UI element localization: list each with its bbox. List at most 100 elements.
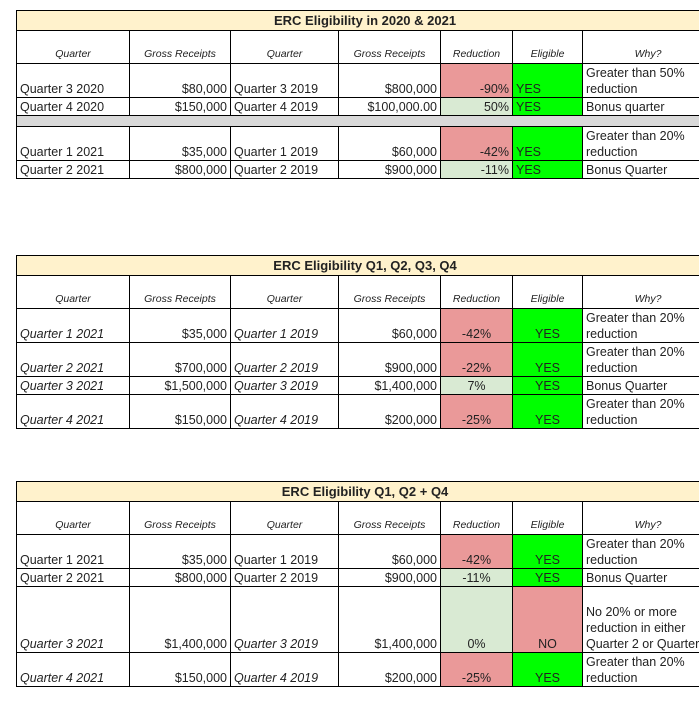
reduction-cell: -25% xyxy=(440,394,513,429)
header-reduction: Reduction xyxy=(440,501,513,535)
gross-receipts-cell: $35,000 xyxy=(129,534,231,569)
prior-quarter-cell: Quarter 1 2019 xyxy=(230,126,339,161)
eligible-cell: YES xyxy=(512,376,583,395)
header-prior-gross-receipts: Gross Receipts xyxy=(338,275,441,309)
prior-quarter-cell: Quarter 2 2019 xyxy=(230,160,339,179)
why-cell: Greater than 50% reduction xyxy=(581,63,699,98)
table-row: Quarter 1 2021 $35,000 Quarter 1 2019 $6… xyxy=(16,126,699,161)
quarter-cell: Quarter 1 2021 xyxy=(16,534,130,569)
prior-gross-receipts-cell: $200,000 xyxy=(338,652,441,687)
why-cell: Greater than 20% reduction xyxy=(581,534,699,569)
prior-gross-receipts-cell: $60,000 xyxy=(338,534,441,569)
gross-receipts-cell: $1,400,000 xyxy=(129,586,231,653)
table-row: Quarter 3 2021 $1,400,000 Quarter 3 2019… xyxy=(16,586,699,653)
erc-table-q1-q2-q3-q4: ERC Eligibility Q1, Q2, Q3, Q4 Quarter G… xyxy=(15,255,699,429)
reduction-cell: -11% xyxy=(440,568,513,587)
header-reduction: Reduction xyxy=(440,275,513,309)
header-prior-quarter: Quarter xyxy=(230,30,339,64)
gross-receipts-cell: $35,000 xyxy=(129,126,231,161)
quarter-cell: Quarter 3 2021 xyxy=(16,586,130,653)
eligible-cell: YES xyxy=(512,342,583,377)
header-reduction: Reduction xyxy=(440,30,513,64)
prior-gross-receipts-cell: $100,000.00 xyxy=(338,97,441,116)
erc-table-q1-q2-q4: ERC Eligibility Q1, Q2 + Q4 Quarter Gros… xyxy=(15,481,699,687)
prior-gross-receipts-cell: $1,400,000 xyxy=(338,376,441,395)
header-gross-receipts: Gross Receipts xyxy=(129,30,231,64)
gross-receipts-cell: $1,500,000 xyxy=(129,376,231,395)
reduction-cell: -25% xyxy=(440,652,513,687)
header-prior-gross-receipts: Gross Receipts xyxy=(338,30,441,64)
gross-receipts-cell: $700,000 xyxy=(129,342,231,377)
header-why: Why? xyxy=(581,501,699,535)
eligible-cell: YES xyxy=(512,160,583,179)
reduction-cell: -90% xyxy=(440,63,513,98)
prior-quarter-cell: Quarter 3 2019 xyxy=(230,63,339,98)
erc-table-2020-2021: ERC Eligibility in 2020 & 2021 Quarter G… xyxy=(15,10,699,179)
header-prior-gross-receipts: Gross Receipts xyxy=(338,501,441,535)
eligible-cell: NO xyxy=(512,586,583,653)
prior-quarter-cell: Quarter 1 2019 xyxy=(230,534,339,569)
header-eligible: Eligible xyxy=(512,501,583,535)
table-title: ERC Eligibility Q1, Q2 + Q4 xyxy=(15,481,699,502)
table-row: Quarter 2 2021 $800,000 Quarter 2 2019 $… xyxy=(16,568,699,587)
eligible-cell: YES xyxy=(512,308,583,343)
prior-quarter-cell: Quarter 4 2019 xyxy=(230,652,339,687)
header-eligible: Eligible xyxy=(512,30,583,64)
table-title: ERC Eligibility Q1, Q2, Q3, Q4 xyxy=(15,255,699,276)
quarter-cell: Quarter 2 2021 xyxy=(16,568,130,587)
prior-quarter-cell: Quarter 3 2019 xyxy=(230,586,339,653)
header-quarter: Quarter xyxy=(16,275,130,309)
quarter-cell: Quarter 2 2021 xyxy=(16,342,130,377)
table-row: Quarter 1 2021 $35,000 Quarter 1 2019 $6… xyxy=(16,534,699,569)
why-cell: Greater than 20% reduction xyxy=(581,126,699,161)
why-cell: Greater than 20% reduction xyxy=(581,652,699,687)
table-row: Quarter 4 2020 $150,000 Quarter 4 2019 $… xyxy=(16,97,699,116)
prior-gross-receipts-cell: $200,000 xyxy=(338,394,441,429)
prior-gross-receipts-cell: $900,000 xyxy=(338,160,441,179)
why-cell: No 20% or more reduction in either Quart… xyxy=(581,586,699,653)
header-why: Why? xyxy=(581,275,699,309)
table-row: Quarter 4 2021 $150,000 Quarter 4 2019 $… xyxy=(16,652,699,687)
prior-gross-receipts-cell: $900,000 xyxy=(338,568,441,587)
quarter-cell: Quarter 3 2020 xyxy=(16,63,130,98)
reduction-cell: -22% xyxy=(440,342,513,377)
reduction-cell: -42% xyxy=(440,308,513,343)
why-cell: Bonus Quarter xyxy=(581,160,699,179)
quarter-cell: Quarter 1 2021 xyxy=(16,308,130,343)
header-prior-quarter: Quarter xyxy=(230,501,339,535)
header-quarter: Quarter xyxy=(16,30,130,64)
reduction-cell: 0% xyxy=(440,586,513,653)
quarter-cell: Quarter 2 2021 xyxy=(16,160,130,179)
table-row: Quarter 2 2021 $800,000 Quarter 2 2019 $… xyxy=(16,160,699,179)
reduction-cell: -42% xyxy=(440,126,513,161)
prior-quarter-cell: Quarter 4 2019 xyxy=(230,394,339,429)
eligible-cell: YES xyxy=(512,394,583,429)
prior-gross-receipts-cell: $60,000 xyxy=(338,308,441,343)
reduction-cell: -11% xyxy=(440,160,513,179)
eligible-cell: YES xyxy=(512,97,583,116)
gross-receipts-cell: $150,000 xyxy=(129,394,231,429)
header-gross-receipts: Gross Receipts xyxy=(129,275,231,309)
why-cell: Bonus Quarter xyxy=(581,568,699,587)
header-eligible: Eligible xyxy=(512,275,583,309)
why-cell: Greater than 20% reduction xyxy=(581,342,699,377)
prior-quarter-cell: Quarter 2 2019 xyxy=(230,568,339,587)
quarter-cell: Quarter 3 2021 xyxy=(16,376,130,395)
gross-receipts-cell: $80,000 xyxy=(129,63,231,98)
why-cell: Greater than 20% reduction xyxy=(581,308,699,343)
header-gross-receipts: Gross Receipts xyxy=(129,501,231,535)
quarter-cell: Quarter 4 2021 xyxy=(16,652,130,687)
prior-quarter-cell: Quarter 2 2019 xyxy=(230,342,339,377)
eligible-cell: YES xyxy=(512,534,583,569)
gross-receipts-cell: $35,000 xyxy=(129,308,231,343)
reduction-cell: 7% xyxy=(440,376,513,395)
eligible-cell: YES xyxy=(512,126,583,161)
prior-gross-receipts-cell: $800,000 xyxy=(338,63,441,98)
prior-quarter-cell: Quarter 4 2019 xyxy=(230,97,339,116)
header-prior-quarter: Quarter xyxy=(230,275,339,309)
prior-quarter-cell: Quarter 1 2019 xyxy=(230,308,339,343)
header-why: Why? xyxy=(581,30,699,64)
quarter-cell: Quarter 1 2021 xyxy=(16,126,130,161)
separator-row xyxy=(15,115,699,127)
prior-gross-receipts-cell: $1,400,000 xyxy=(338,586,441,653)
